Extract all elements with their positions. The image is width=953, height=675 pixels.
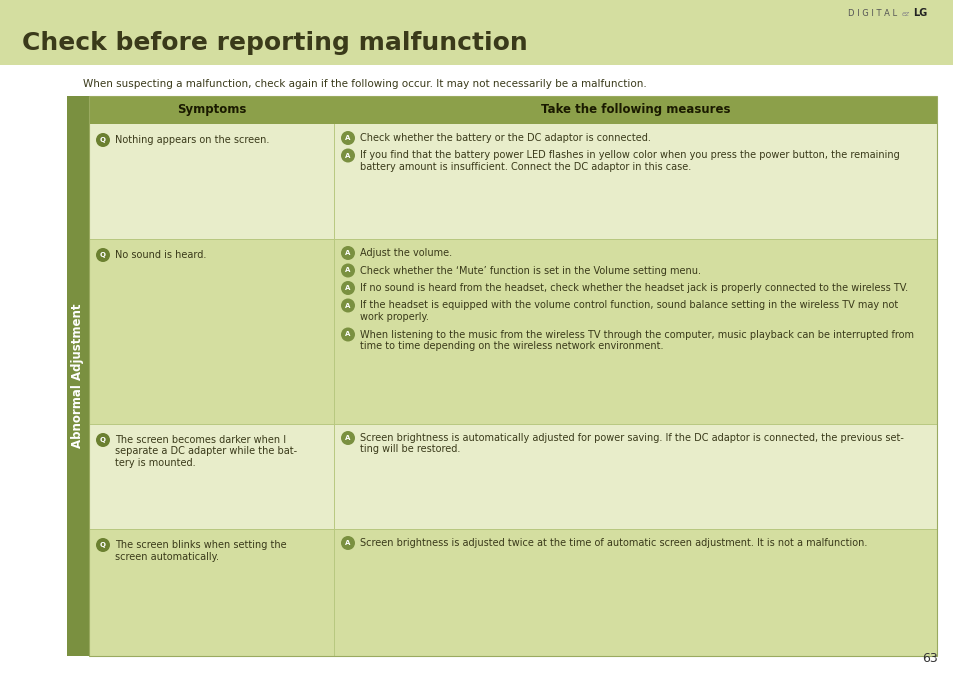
Text: If the headset is equipped with the volume control function, sound balance setti: If the headset is equipped with the volu… xyxy=(359,300,898,310)
Circle shape xyxy=(96,433,110,447)
Text: time to time depending on the wireless network environment.: time to time depending on the wireless n… xyxy=(359,341,662,351)
Circle shape xyxy=(96,538,110,552)
Text: Q: Q xyxy=(100,252,106,258)
Circle shape xyxy=(340,246,355,260)
Text: A: A xyxy=(345,250,351,256)
Circle shape xyxy=(340,148,355,163)
Circle shape xyxy=(96,133,110,147)
Text: Adjust the volume.: Adjust the volume. xyxy=(359,248,452,258)
Bar xyxy=(89,124,334,239)
Text: ez: ez xyxy=(901,11,909,17)
Text: A: A xyxy=(345,540,351,546)
Text: Take the following measures: Take the following measures xyxy=(540,103,729,117)
Text: Check whether the ‘Mute’ function is set in the Volume setting menu.: Check whether the ‘Mute’ function is set… xyxy=(359,265,700,275)
Circle shape xyxy=(340,281,355,295)
Text: A: A xyxy=(345,302,351,308)
Text: Screen brightness is adjusted twice at the time of automatic screen adjustment. : Screen brightness is adjusted twice at t… xyxy=(359,538,866,548)
Text: A: A xyxy=(345,285,351,291)
Circle shape xyxy=(340,327,355,342)
Text: work properly.: work properly. xyxy=(359,312,429,322)
Text: The screen becomes darker when I: The screen becomes darker when I xyxy=(115,435,286,445)
Text: A: A xyxy=(345,135,351,141)
Text: If you find that the battery power LED flashes in yellow color when you press th: If you find that the battery power LED f… xyxy=(359,151,899,161)
Text: 63: 63 xyxy=(922,651,937,664)
Text: Abnormal Adjustment: Abnormal Adjustment xyxy=(71,304,85,448)
Text: When suspecting a malfunction, check again if the following occur. It may not ne: When suspecting a malfunction, check aga… xyxy=(83,79,646,89)
Text: When listening to the music from the wireless TV through the computer, music pla: When listening to the music from the wir… xyxy=(359,329,913,340)
Text: A: A xyxy=(345,267,351,273)
Bar xyxy=(67,96,89,656)
Bar xyxy=(89,96,334,124)
Bar xyxy=(89,529,334,656)
Text: A: A xyxy=(345,435,351,441)
Circle shape xyxy=(340,131,355,145)
Text: Check before reporting malfunction: Check before reporting malfunction xyxy=(22,31,527,55)
Text: If no sound is heard from the headset, check whether the headset jack is properl: If no sound is heard from the headset, c… xyxy=(359,283,907,293)
Text: ting will be restored.: ting will be restored. xyxy=(359,445,460,454)
Text: screen automatically.: screen automatically. xyxy=(115,551,219,562)
Text: A: A xyxy=(345,331,351,338)
Bar xyxy=(334,124,936,239)
Text: A: A xyxy=(345,153,351,159)
Text: D I G I T A L: D I G I T A L xyxy=(847,9,896,18)
Bar xyxy=(0,0,953,65)
Text: Q: Q xyxy=(100,137,106,143)
Text: separate a DC adapter while the bat-: separate a DC adapter while the bat- xyxy=(115,446,296,456)
Circle shape xyxy=(340,431,355,445)
Bar xyxy=(334,239,936,424)
Text: LG: LG xyxy=(912,8,926,18)
Text: Screen brightness is automatically adjusted for power saving. If the DC adaptor : Screen brightness is automatically adjus… xyxy=(359,433,902,443)
Text: Q: Q xyxy=(100,542,106,548)
Circle shape xyxy=(340,536,355,550)
Text: No sound is heard.: No sound is heard. xyxy=(115,250,206,260)
Bar xyxy=(334,424,936,529)
Text: Check whether the battery or the DC adaptor is connected.: Check whether the battery or the DC adap… xyxy=(359,133,650,143)
Text: Q: Q xyxy=(100,437,106,443)
Bar xyxy=(334,529,936,656)
Circle shape xyxy=(340,263,355,277)
Bar xyxy=(89,96,936,656)
Circle shape xyxy=(340,298,355,313)
Text: tery is mounted.: tery is mounted. xyxy=(115,458,195,468)
Bar xyxy=(334,96,936,124)
Text: Symptoms: Symptoms xyxy=(176,103,246,117)
Bar xyxy=(89,424,334,529)
Bar xyxy=(89,239,334,424)
Circle shape xyxy=(96,248,110,262)
Text: The screen blinks when setting the: The screen blinks when setting the xyxy=(115,540,286,550)
Text: battery amount is insufficient. Connect the DC adaptor in this case.: battery amount is insufficient. Connect … xyxy=(359,162,691,172)
Text: Nothing appears on the screen.: Nothing appears on the screen. xyxy=(115,135,269,145)
